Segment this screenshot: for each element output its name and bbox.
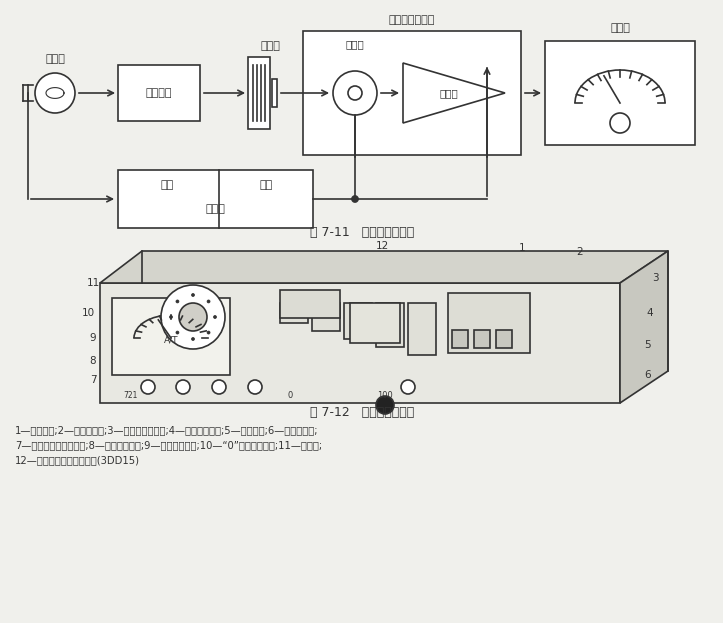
Circle shape: [610, 113, 630, 133]
Text: 6: 6: [645, 370, 651, 380]
Bar: [474, 330, 490, 348]
Circle shape: [161, 285, 225, 349]
Bar: [272, 79, 277, 107]
Bar: [312, 303, 340, 331]
Circle shape: [192, 293, 194, 297]
Bar: [280, 303, 308, 323]
Circle shape: [213, 315, 216, 318]
Circle shape: [207, 300, 210, 303]
Bar: [303, 31, 521, 155]
Text: 100: 100: [377, 391, 393, 399]
Text: 721: 721: [124, 391, 138, 399]
Bar: [448, 293, 530, 353]
Bar: [112, 298, 230, 375]
Text: 3: 3: [651, 273, 659, 283]
Bar: [118, 170, 313, 228]
Text: 12: 12: [375, 241, 389, 251]
Text: 光电管: 光电管: [346, 39, 364, 49]
Circle shape: [348, 86, 362, 100]
Circle shape: [35, 73, 75, 113]
Bar: [350, 303, 400, 343]
Polygon shape: [620, 251, 668, 403]
Polygon shape: [100, 251, 668, 283]
Text: 4: 4: [646, 308, 654, 318]
Text: 7—波长选择摩擦轮机构;8—单色光器组件;9—波长校正螺钉;10—“0”粗调节电位器;11—读数表;: 7—波长选择摩擦轮机构;8—单色光器组件;9—波长校正螺钉;10—“0”粗调节电…: [15, 440, 322, 450]
Text: A/T: A/T: [163, 336, 179, 345]
Circle shape: [179, 303, 207, 331]
Circle shape: [376, 396, 394, 414]
Bar: [408, 303, 436, 355]
Text: 1—光源灯室;2—电源变压器;3—稳压电路控制板;4—滤波电解电容;5—光电管盒;6—比色皿部件;: 1—光源灯室;2—电源变压器;3—稳压电路控制板;4—滤波电解电容;5—光电管盒…: [15, 425, 319, 435]
Circle shape: [169, 315, 173, 318]
Bar: [376, 303, 404, 347]
Circle shape: [351, 196, 359, 202]
Text: 9: 9: [90, 333, 96, 343]
Polygon shape: [403, 63, 505, 123]
Text: 单色光器: 单色光器: [146, 88, 172, 98]
Text: 5: 5: [645, 340, 651, 350]
Text: 0: 0: [287, 391, 293, 399]
Text: 1: 1: [518, 243, 526, 253]
Text: 稳压器: 稳压器: [205, 204, 226, 214]
Circle shape: [248, 380, 262, 394]
Polygon shape: [100, 283, 620, 403]
Text: 放大器: 放大器: [440, 88, 458, 98]
Circle shape: [333, 71, 377, 115]
Text: 比色皿: 比色皿: [260, 41, 280, 51]
Text: 11: 11: [86, 278, 100, 288]
Circle shape: [141, 380, 155, 394]
Circle shape: [401, 380, 415, 394]
Circle shape: [176, 300, 179, 303]
Text: 光电管暗盒部件: 光电管暗盒部件: [389, 15, 435, 25]
Bar: [248, 57, 270, 129]
Bar: [545, 41, 695, 145]
Text: 光源灯: 光源灯: [45, 54, 65, 64]
Circle shape: [192, 338, 194, 341]
Bar: [280, 290, 340, 318]
Text: 7: 7: [90, 375, 96, 385]
Bar: [118, 65, 200, 121]
Bar: [452, 330, 468, 348]
Text: 8: 8: [90, 356, 96, 366]
Text: 微安表: 微安表: [610, 23, 630, 33]
Circle shape: [176, 331, 179, 334]
Bar: [496, 330, 512, 348]
Circle shape: [207, 331, 210, 334]
Text: 图 7-12   内部结构示意图: 图 7-12 内部结构示意图: [310, 406, 414, 419]
Circle shape: [212, 380, 226, 394]
Text: 2: 2: [577, 247, 583, 257]
Bar: [344, 303, 372, 339]
Text: 10: 10: [82, 308, 95, 318]
Text: 固定: 固定: [260, 180, 273, 190]
Text: 可调: 可调: [160, 180, 174, 190]
Text: 图 7-11   结构原理示意图: 图 7-11 结构原理示意图: [310, 227, 414, 239]
Circle shape: [176, 380, 190, 394]
Text: 12—稳压电源大功率调整管(3DD15): 12—稳压电源大功率调整管(3DD15): [15, 455, 140, 465]
